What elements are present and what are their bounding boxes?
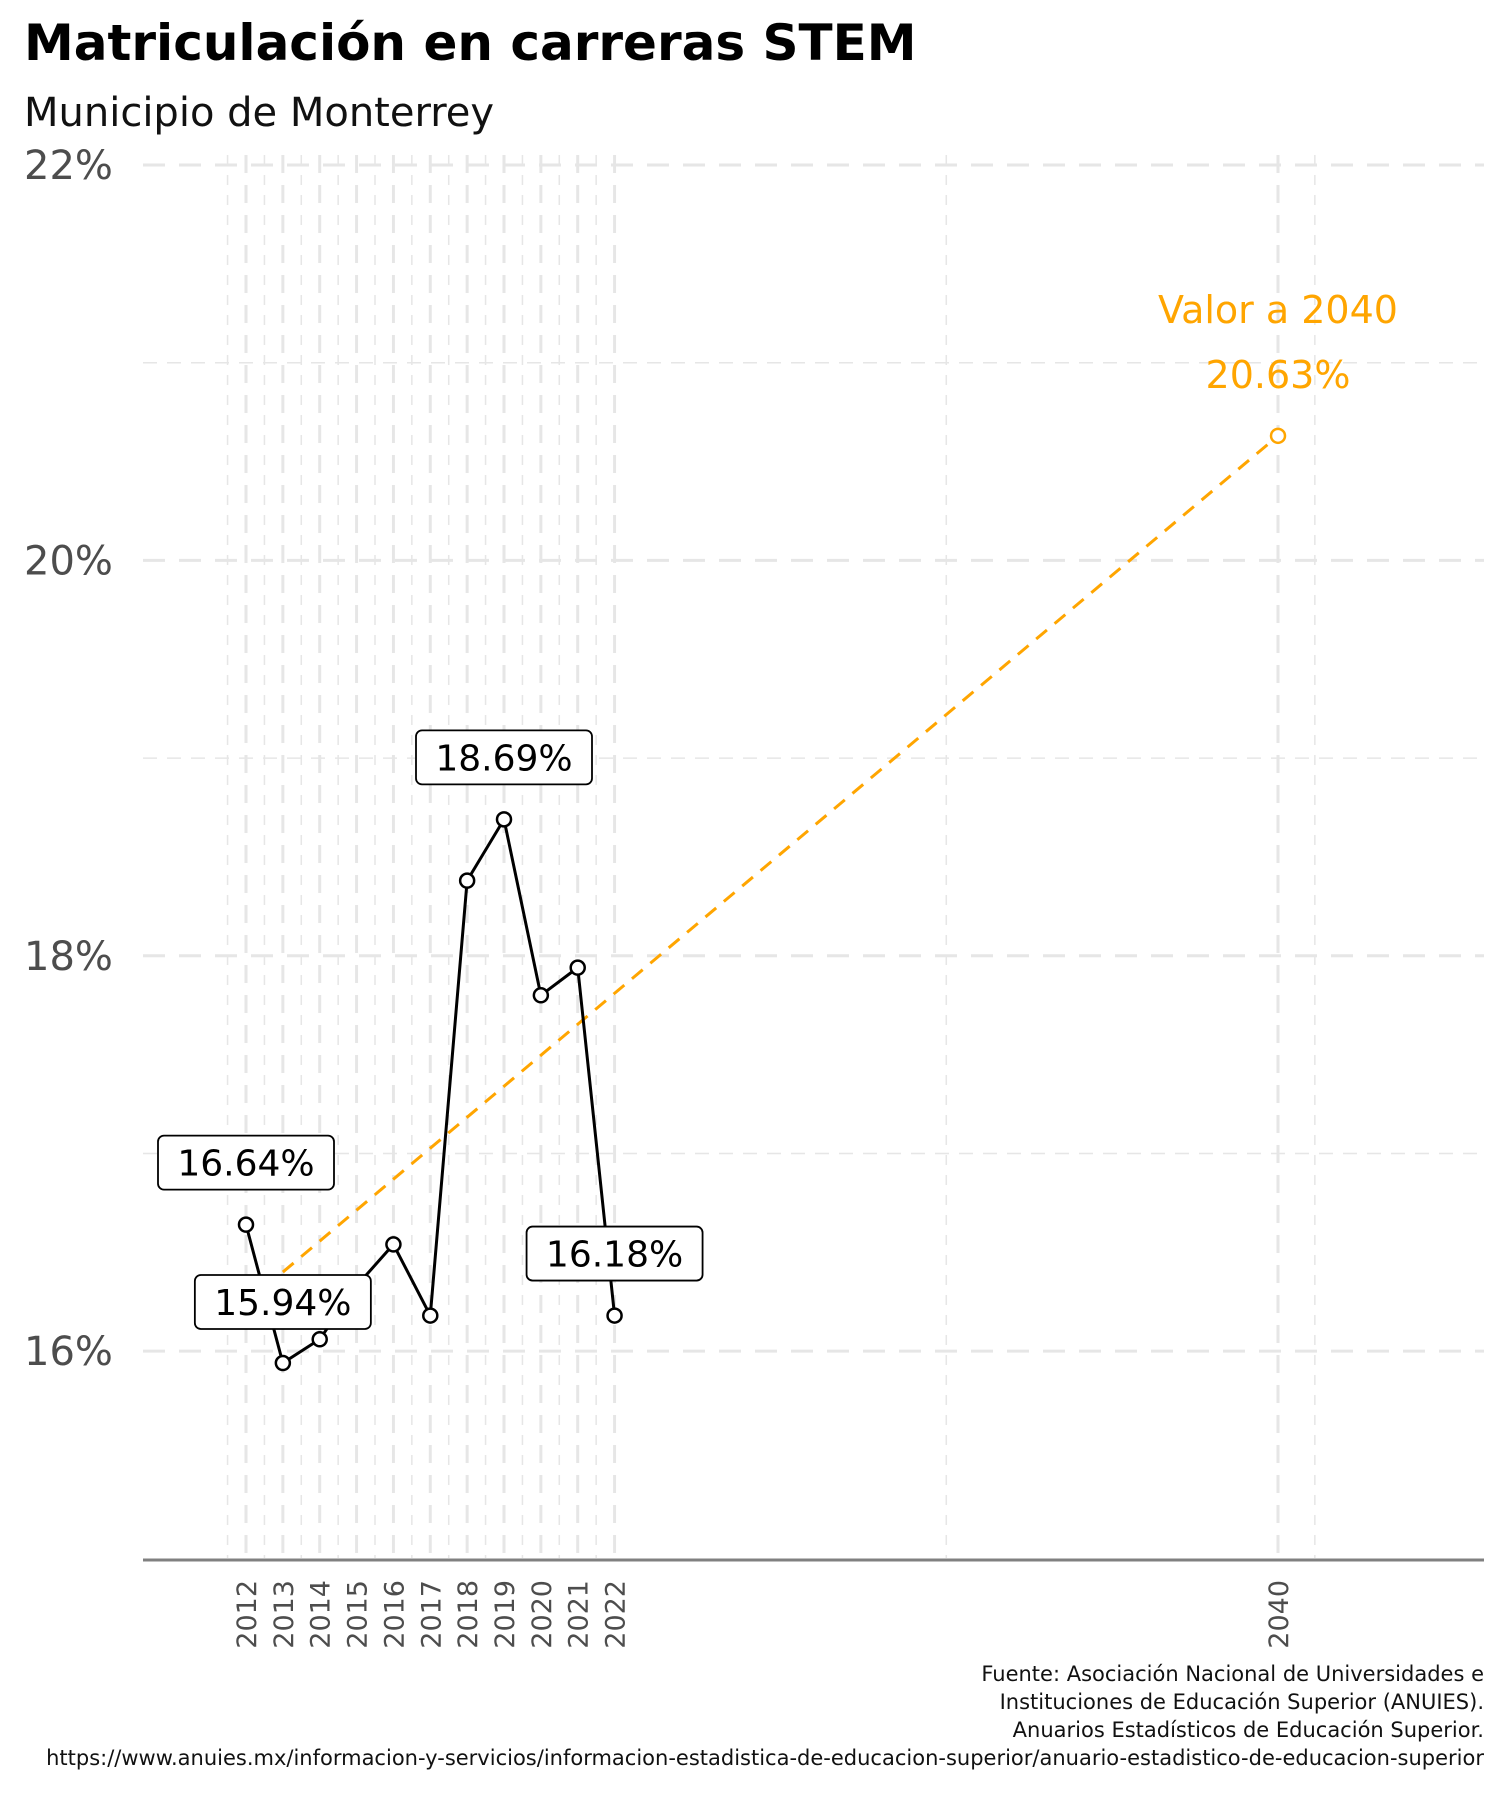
projection-label-title: Valor a 2040: [1158, 288, 1398, 332]
projection-point: [1269, 427, 1287, 445]
point-label: 16.18%: [525, 1225, 704, 1282]
series-point: [237, 1216, 255, 1233]
x-tick-label: 2021: [564, 1580, 595, 1649]
point-label-text: 15.94%: [214, 1283, 351, 1324]
caption-line-4: https://www.anuies.mx/informacion-y-serv…: [46, 1746, 1484, 1770]
series-point: [422, 1307, 439, 1324]
y-tick-label: 22%: [24, 143, 113, 189]
series-point: [495, 811, 513, 828]
point-label-box: [415, 729, 593, 786]
x-tick-label: 2013: [269, 1580, 300, 1649]
series-point: [385, 1236, 402, 1253]
caption: Fuente: Asociación Nacional de Universid…: [46, 1662, 1484, 1770]
x-tick-label: 2019: [490, 1580, 521, 1649]
series-point: [274, 1354, 292, 1372]
series-point: [606, 1307, 623, 1324]
point-label-text: 16.64%: [177, 1144, 314, 1185]
axes: 16% 18% 20% 22% 2012 2013 2014 2015 2016 2017 2018…: [24, 143, 1484, 1649]
point-label: 18.69%: [415, 729, 593, 786]
point-label-box: [157, 1134, 335, 1191]
chart-title: Matriculación en carreras STEM: [24, 14, 917, 72]
x-tick-label: 2012: [232, 1580, 263, 1649]
point-label-box: [193, 1274, 372, 1330]
caption-line-2: Instituciones de Educación Superior (ANU…: [1000, 1690, 1484, 1714]
x-tick-label: 2020: [527, 1580, 558, 1649]
point-label: 16.64%: [157, 1134, 335, 1191]
y-tick-label: 16%: [24, 1329, 113, 1375]
x-tick-label: 2015: [343, 1580, 374, 1649]
y-tick-label: 18%: [24, 934, 113, 980]
projection-series: Valor a 2040 20.63%: [281, 288, 1398, 1274]
x-tick-label: 2014: [306, 1580, 337, 1649]
point-labels: 16.64% 15.94% 18.69% 16.18%: [157, 729, 704, 1330]
series-point: [532, 987, 550, 1004]
y-tick-label: 20%: [24, 538, 113, 584]
caption-line-1: Fuente: Asociación Nacional de Universid…: [981, 1662, 1484, 1686]
projection-label-value: 20.63%: [1206, 353, 1351, 397]
x-tick-label: 2016: [379, 1580, 410, 1649]
point-label-text: 16.18%: [546, 1235, 683, 1276]
series-point: [311, 1331, 328, 1348]
point-label-box: [525, 1225, 704, 1282]
caption-line-3: Anuarios Estadísticos de Educación Super…: [1013, 1718, 1484, 1742]
series-point: [569, 959, 586, 976]
point-label-text: 18.69%: [435, 738, 572, 779]
series-point: [458, 872, 476, 889]
x-tick-label: 2022: [601, 1580, 632, 1649]
point-label: 15.94%: [193, 1274, 372, 1330]
chart-subtitle: Municipio de Monterrey: [24, 90, 494, 136]
projection-line: [281, 434, 1279, 1274]
x-tick-label: 2018: [453, 1580, 484, 1649]
x-tick-label: 2040: [1264, 1580, 1295, 1649]
x-tick-label: 2017: [416, 1580, 447, 1649]
